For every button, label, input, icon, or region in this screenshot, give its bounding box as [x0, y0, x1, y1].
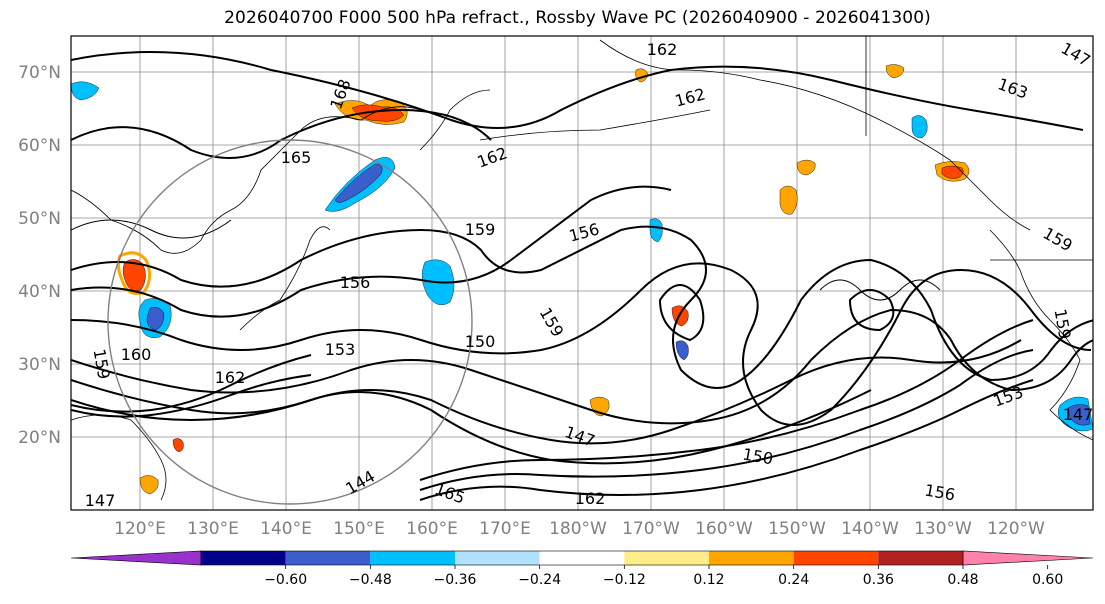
colorbar-min-extend — [70, 550, 202, 566]
red-patch-ea — [122, 259, 146, 292]
lon-label: 170°W — [622, 519, 680, 539]
contour-label: 162 — [575, 489, 606, 508]
orange-patch-ph — [139, 475, 159, 495]
contour-jet-5 — [419, 379, 1034, 501]
lon-axis-labels: 120°E 130°E 140°E 150°E 160°E 170°E 180°W 170°W… — [114, 519, 1045, 539]
lon-label: 160°W — [695, 519, 753, 539]
colorbar-outline — [200, 550, 964, 566]
colorbar-swatch — [370, 551, 455, 565]
colorbar-swatch — [539, 551, 625, 565]
contour-loop-2 — [658, 284, 705, 342]
contour-156 — [71, 185, 672, 318]
colorbar-swatch — [709, 551, 794, 565]
contour-label: 147 — [1063, 405, 1094, 424]
colorbar-tick-label: −0.36 — [434, 572, 477, 588]
contour-thin-2 — [819, 279, 941, 301]
colorbar-swatch — [624, 551, 709, 565]
coast-namerica — [989, 229, 1093, 441]
contour-jet-3 — [419, 319, 1034, 481]
blue-patch-far-w — [71, 81, 100, 101]
red-patch-ne — [941, 165, 964, 179]
darkblue-patch-ca — [1067, 404, 1091, 426]
blue-patch-hi — [675, 340, 689, 361]
colorbar-tick-label: −0.48 — [349, 572, 392, 588]
colorbar-swatch — [455, 551, 540, 565]
colorbar-tick-label: 0.36 — [863, 572, 894, 588]
contour-label: 165 — [281, 148, 312, 167]
orange-patch-s — [779, 185, 798, 215]
colorbar-tick-label: −0.12 — [603, 572, 646, 588]
colorbar-swatch — [285, 551, 371, 565]
contour-label: 156 — [340, 273, 371, 292]
orange-ring-ea — [116, 251, 151, 295]
lon-label: 170°E — [479, 519, 531, 539]
lat-label: 50°N — [18, 209, 61, 229]
contour-159-a — [71, 225, 1093, 389]
contour-jet-1 — [71, 354, 312, 413]
lat-label: 60°N — [18, 136, 61, 156]
contour-label: 160 — [121, 345, 152, 364]
colorbar: −0.60 −0.48 −0.36 −0.24 −0.12 0.12 0.24 0.36 0.4… — [70, 550, 1094, 588]
lat-label: 30°N — [18, 355, 61, 375]
blue-patch-pac — [649, 218, 663, 243]
colorbar-swatch — [201, 551, 286, 565]
lon-label: 150°W — [768, 519, 826, 539]
lon-label: 120°W — [987, 519, 1045, 539]
coast-asia — [71, 106, 422, 254]
coast-japan — [239, 226, 331, 331]
wave-pc-shading — [71, 64, 1093, 495]
contour-150 — [71, 308, 1093, 425]
orange-patch-e — [885, 64, 905, 79]
lat-label: 40°N — [18, 282, 61, 302]
darkblue-patch-jp — [334, 163, 383, 203]
contour-label: 150 — [465, 332, 496, 351]
lon-label: 130°E — [187, 519, 239, 539]
lon-label: 180°W — [549, 519, 607, 539]
contour-jet-4 — [419, 349, 1034, 491]
contour-153 — [71, 262, 1092, 426]
lat-axis-labels: 70°N 60°N 50°N 40°N 30°N 20°N — [18, 63, 61, 448]
lat-label: 70°N — [18, 63, 61, 83]
colorbar-tick-label: 0.48 — [947, 572, 978, 588]
geopotential-contours — [71, 51, 1093, 501]
contour-147 — [71, 339, 1022, 445]
lon-label: 140°E — [260, 519, 312, 539]
colorbar-tick-label: −0.60 — [264, 572, 307, 588]
lon-label: 120°E — [114, 519, 166, 539]
contour-label: 162 — [647, 40, 678, 59]
colorbar-swatch — [793, 551, 879, 565]
contour-loop-1 — [848, 289, 895, 332]
coast-aleutians — [479, 109, 711, 141]
coast-alaska — [599, 39, 1031, 231]
contour-label: 159 — [465, 220, 496, 239]
map-frame — [70, 35, 1094, 511]
reference-circle — [107, 139, 473, 505]
map-title: 2026040700 F000 500 hPa refract., Rossby… — [224, 8, 931, 28]
contour-thin-1 — [71, 219, 232, 239]
colorbar-swatch — [878, 551, 963, 565]
colorbar-max-extend — [962, 550, 1094, 566]
contour-label: 162 — [215, 368, 246, 387]
contour-jet-2 — [71, 374, 312, 418]
contour-label: 147 — [85, 491, 116, 510]
colorbar-tick-label: 0.60 — [1032, 572, 1063, 588]
lon-label: 160°E — [406, 519, 458, 539]
orange-patch-ne2 — [796, 159, 816, 176]
lat-label: 20°N — [18, 428, 61, 448]
colorbar-tick-label: −0.24 — [518, 572, 561, 588]
blue-patch-ne — [911, 115, 928, 139]
contour-label: 153 — [325, 340, 356, 359]
lon-label: 150°E — [333, 519, 385, 539]
colorbar-tick-label: 0.12 — [693, 572, 724, 588]
darkblue-patch-ea — [146, 307, 165, 331]
lon-label: 130°W — [914, 519, 972, 539]
coast-kamchatka — [419, 89, 491, 151]
lon-label: 140°W — [841, 519, 899, 539]
contour-162-north — [71, 51, 1084, 131]
orange-patch-tw — [172, 438, 184, 453]
colorbar-tick-label: 0.24 — [778, 572, 809, 588]
